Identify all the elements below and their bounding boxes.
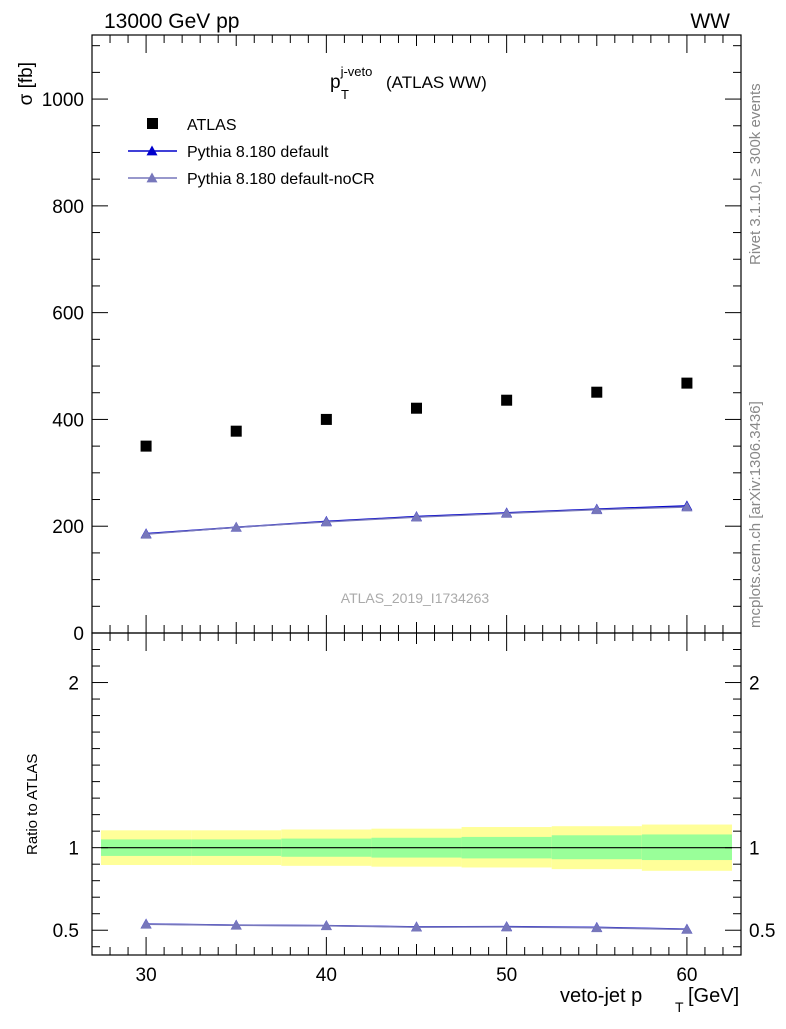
ratio-ytick-label: 1 (68, 839, 79, 860)
series-point (140, 528, 152, 539)
energy-label: 13000 GeV pp (104, 10, 239, 33)
atlas-data-point (501, 394, 513, 406)
atlas-data-point (230, 425, 242, 437)
main-title-sup: j-veto (340, 64, 373, 79)
atlas-data-point (591, 386, 603, 398)
ratio-series-point (501, 921, 513, 932)
series-point (591, 504, 603, 515)
main-title-sub: T (341, 87, 349, 102)
ratio-series-point (591, 922, 603, 933)
ratio-panel-frame (91, 632, 742, 956)
atlas-data-point (320, 413, 332, 425)
xlabel-main: veto-jet p (560, 985, 642, 1007)
atlas-data-point (681, 377, 693, 389)
ratio-ytick-label: 0.5 (53, 921, 79, 942)
legend-label: ATLAS (187, 117, 237, 134)
analysis-watermark: ATLAS_2019_I1734263 (341, 590, 490, 606)
ratio-panel-bands (101, 824, 732, 871)
ratio-panel-series (140, 918, 693, 934)
series-point (501, 507, 513, 518)
main-ytick-label: 1000 (42, 90, 84, 111)
series-point (681, 501, 693, 512)
atlas-data-point (411, 402, 422, 414)
xlabel-sub: T (675, 999, 684, 1015)
main-title-suffix: (ATLAS WW) (386, 73, 487, 92)
main-ytick-label: 400 (52, 410, 84, 431)
series-point (320, 516, 332, 527)
xtick-label: 40 (316, 965, 337, 986)
main-ytick-label: 0 (73, 624, 84, 645)
ratio-ytick-label: 2 (68, 674, 79, 695)
main-ytick-label: 200 (52, 517, 84, 538)
main-panel-series (140, 377, 693, 539)
series-point (411, 511, 422, 522)
main-title-p: p (330, 72, 341, 93)
main-panel-ticks: 0 200 400 600 800 1000 (42, 35, 741, 645)
series-point (230, 521, 242, 532)
ratio-series-point (140, 918, 152, 929)
legend: ATLAS Pythia 8.180 default Pythia 8.180 de… (128, 117, 375, 188)
ratio-panel-ticks: 0.5 0.5 1 1 2 2 30 40 50 60 (53, 633, 775, 986)
ratio-series-point (681, 923, 693, 934)
legend-marker-atlas (147, 118, 158, 129)
ratio-ytick-label-right: 1 (749, 839, 760, 860)
legend-marker (146, 172, 158, 183)
main-title: pj-veto (330, 64, 372, 93)
ratio-series-point (411, 921, 422, 932)
ratio-series-point (230, 919, 242, 930)
atlas-data-point (140, 440, 152, 452)
xtick-label: 60 (676, 965, 697, 986)
ratio-ytick-label-right: 0.5 (749, 921, 775, 942)
xlabel-suffix: [GeV] (688, 985, 739, 1007)
xlabel: veto-jet p (560, 985, 642, 1007)
ratio-ytick-label-right: 2 (749, 674, 760, 695)
rivet-label: Rivet 3.1.10, ≥ 300k events (747, 83, 764, 265)
mcplots-label: mcplots.cern.ch [arXiv:1306.3436] (747, 401, 764, 628)
xtick-label: 30 (136, 965, 157, 986)
process-label: WW (690, 10, 730, 33)
xtick-label: 50 (496, 965, 517, 986)
legend-label: Pythia 8.180 default (187, 144, 329, 161)
main-ylabel: σ [fb] (16, 62, 37, 105)
ratio-ylabel: Ratio to ATLAS (24, 754, 41, 855)
main-ytick-label: 800 (52, 197, 84, 218)
ratio-series-point (320, 920, 332, 931)
main-ytick-label: 600 (52, 304, 84, 325)
legend-marker (146, 145, 158, 156)
legend-label: Pythia 8.180 default-noCR (187, 171, 375, 188)
